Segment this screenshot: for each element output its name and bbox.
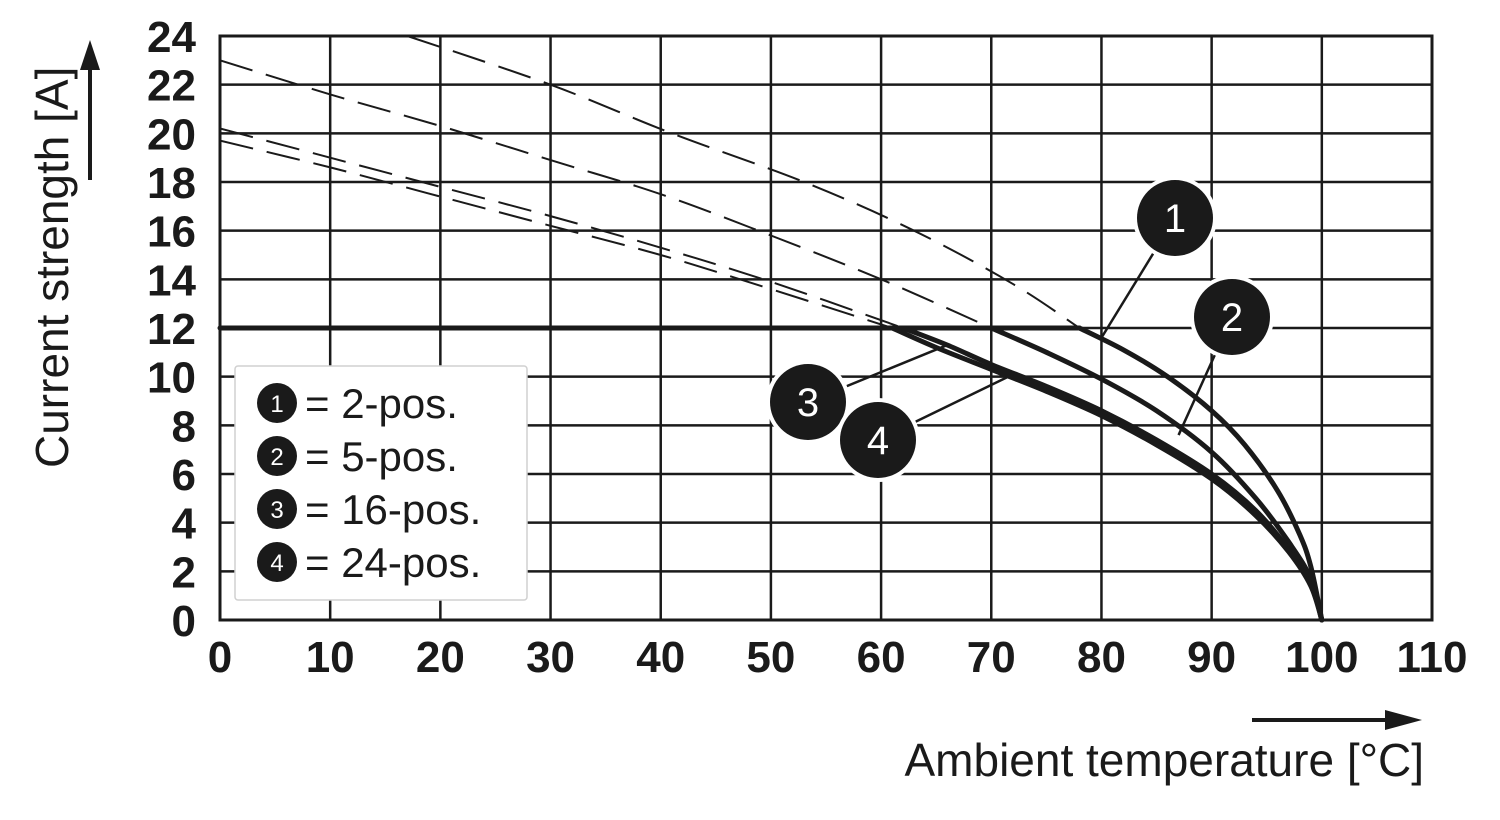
x-tick-label: 90 xyxy=(1187,633,1236,682)
callout-marker-3 xyxy=(770,364,846,440)
callout-marker-4 xyxy=(840,402,916,478)
x-axis-title-group: Ambient temperature [°C] xyxy=(905,710,1425,786)
series-4-extrapolation-line xyxy=(220,139,893,329)
tick-labels: 0 10 20 30 40 50 60 70 80 90 100 110024681012141618… xyxy=(147,13,1467,682)
x-tick-label: 70 xyxy=(967,633,1016,682)
x-tick-label: 60 xyxy=(857,633,906,682)
legend-marker-2 xyxy=(257,436,297,476)
y-tick-label: 8 xyxy=(172,402,196,451)
callout-marker-2 xyxy=(1194,279,1270,355)
legend-marker-label: 2 xyxy=(270,444,283,471)
y-tick-label: 6 xyxy=(172,451,196,500)
legend-entry-label: = 5-pos. xyxy=(305,433,458,480)
x-tick-label: 10 xyxy=(306,633,355,682)
series-2-extrapolation-line xyxy=(220,59,992,329)
legend-marker-label: 3 xyxy=(270,497,283,524)
series-1-extrapolation-line xyxy=(406,36,1080,329)
y-tick-label: 22 xyxy=(147,62,196,111)
x-axis-title: Ambient temperature [°C] xyxy=(905,734,1425,786)
y-tick-label: 14 xyxy=(147,256,196,305)
series-2-derating-curve xyxy=(988,325,1325,623)
x-tick-label: 50 xyxy=(746,633,795,682)
callout-leader-1 xyxy=(1100,249,1157,339)
callout-leader-2 xyxy=(1177,351,1218,436)
callout-leader-3 xyxy=(842,343,948,389)
legend-box xyxy=(234,365,528,601)
x-tick-label: 100 xyxy=(1285,633,1358,682)
legend-entry-label: = 24-pos. xyxy=(305,539,481,586)
callout-label-2: 2 xyxy=(1221,296,1243,340)
callout-label-3: 3 xyxy=(797,381,819,425)
extrapolation-lines xyxy=(220,36,1080,329)
x-tick-label: 110 xyxy=(1397,633,1468,682)
y-tick-label: 18 xyxy=(147,159,196,208)
legend: 1 = 2-pos. 2 = 5-pos. 3 = 16-pos. 4 = 24-pos. xyxy=(234,365,528,601)
x-axis-arrow-head xyxy=(1385,710,1422,730)
legend-marker-label: 1 xyxy=(270,391,283,418)
callout-marker-1 xyxy=(1137,180,1213,256)
series-4-derating-curve xyxy=(889,325,1325,623)
legend-marker-1 xyxy=(257,383,297,423)
series-callouts: 1 2 3 4 xyxy=(766,176,1274,482)
callout-leader-4 xyxy=(911,373,1014,425)
series-1-derating-curve xyxy=(1076,325,1325,623)
y-axis-arrow-head xyxy=(80,40,100,70)
legend-entry-label: = 16-pos. xyxy=(305,486,481,533)
legend-entry-label: = 2-pos. xyxy=(305,380,458,427)
y-tick-label: 16 xyxy=(147,208,196,257)
y-axis-title-group: Current strength [A] xyxy=(26,40,100,468)
x-tick-label: 80 xyxy=(1077,633,1126,682)
x-tick-label: 20 xyxy=(416,633,465,682)
series-3-extrapolation-line xyxy=(220,127,904,329)
legend-marker-4 xyxy=(257,542,297,582)
y-tick-label: 12 xyxy=(147,305,196,354)
y-tick-label: 24 xyxy=(147,13,196,62)
y-tick-label: 20 xyxy=(147,110,196,159)
derating-curves xyxy=(217,325,1325,623)
y-tick-label: 10 xyxy=(147,354,196,403)
x-tick-label: 30 xyxy=(526,633,575,682)
callout-label-4: 4 xyxy=(867,419,889,463)
legend-marker-label: 4 xyxy=(270,550,283,577)
x-tick-label: 40 xyxy=(636,633,685,682)
y-tick-label: 0 xyxy=(172,597,196,646)
x-tick-label: 0 xyxy=(208,633,232,682)
y-tick-label: 2 xyxy=(172,548,196,597)
y-axis-title: Current strength [A] xyxy=(26,67,78,468)
y-tick-label: 4 xyxy=(172,500,197,549)
callout-label-1: 1 xyxy=(1164,197,1186,241)
legend-marker-3 xyxy=(257,489,297,529)
